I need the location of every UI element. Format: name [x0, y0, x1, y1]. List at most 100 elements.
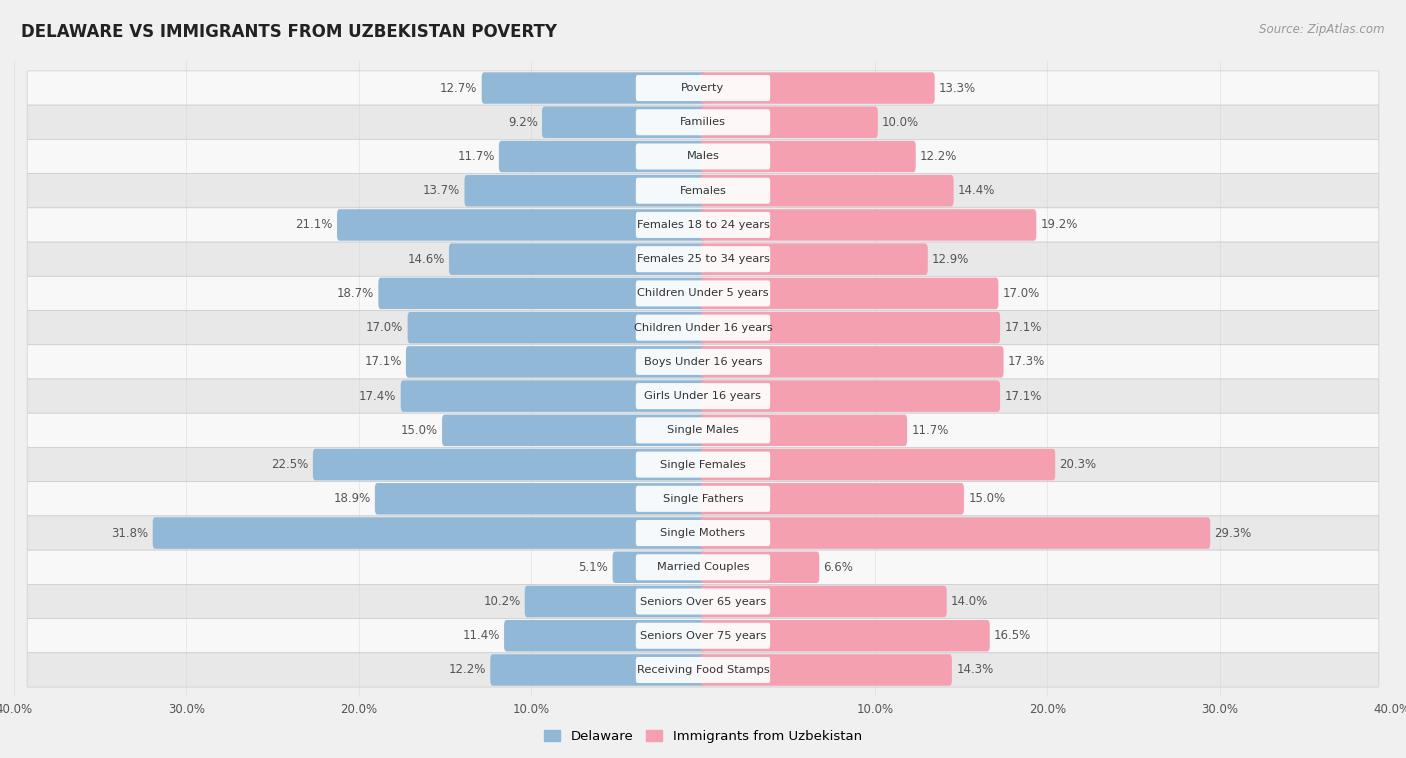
FancyBboxPatch shape [27, 242, 1379, 277]
FancyBboxPatch shape [636, 280, 770, 306]
FancyBboxPatch shape [636, 109, 770, 135]
FancyBboxPatch shape [700, 346, 1004, 377]
FancyBboxPatch shape [27, 550, 1379, 584]
FancyBboxPatch shape [700, 654, 952, 686]
Text: Females 25 to 34 years: Females 25 to 34 years [637, 254, 769, 265]
Text: Boys Under 16 years: Boys Under 16 years [644, 357, 762, 367]
FancyBboxPatch shape [636, 623, 770, 649]
FancyBboxPatch shape [636, 383, 770, 409]
FancyBboxPatch shape [541, 107, 706, 138]
Text: 5.1%: 5.1% [578, 561, 609, 574]
FancyBboxPatch shape [27, 71, 1379, 105]
Text: Single Mothers: Single Mothers [661, 528, 745, 538]
FancyBboxPatch shape [406, 346, 706, 377]
FancyBboxPatch shape [700, 449, 1056, 481]
FancyBboxPatch shape [636, 212, 770, 238]
Text: 11.7%: 11.7% [457, 150, 495, 163]
Text: 16.5%: 16.5% [994, 629, 1032, 642]
Text: 12.2%: 12.2% [920, 150, 957, 163]
FancyBboxPatch shape [27, 413, 1379, 447]
FancyBboxPatch shape [636, 657, 770, 683]
Text: Males: Males [686, 152, 720, 161]
FancyBboxPatch shape [636, 486, 770, 512]
FancyBboxPatch shape [314, 449, 706, 481]
FancyBboxPatch shape [700, 312, 1000, 343]
FancyBboxPatch shape [27, 105, 1379, 139]
Text: 17.4%: 17.4% [359, 390, 396, 402]
FancyBboxPatch shape [700, 586, 946, 617]
Text: 17.1%: 17.1% [1004, 321, 1042, 334]
FancyBboxPatch shape [636, 177, 770, 204]
FancyBboxPatch shape [27, 447, 1379, 481]
Text: Receiving Food Stamps: Receiving Food Stamps [637, 665, 769, 675]
FancyBboxPatch shape [613, 552, 706, 583]
Text: DELAWARE VS IMMIGRANTS FROM UZBEKISTAN POVERTY: DELAWARE VS IMMIGRANTS FROM UZBEKISTAN P… [21, 23, 557, 41]
FancyBboxPatch shape [449, 243, 706, 275]
FancyBboxPatch shape [27, 481, 1379, 516]
FancyBboxPatch shape [401, 381, 706, 412]
FancyBboxPatch shape [700, 517, 1211, 549]
FancyBboxPatch shape [27, 379, 1379, 413]
FancyBboxPatch shape [27, 277, 1379, 311]
FancyBboxPatch shape [27, 653, 1379, 687]
Text: Seniors Over 65 years: Seniors Over 65 years [640, 597, 766, 606]
FancyBboxPatch shape [636, 452, 770, 478]
FancyBboxPatch shape [700, 277, 998, 309]
FancyBboxPatch shape [700, 415, 907, 446]
Text: 18.9%: 18.9% [333, 492, 371, 506]
Text: Seniors Over 75 years: Seniors Over 75 years [640, 631, 766, 641]
Text: 14.3%: 14.3% [956, 663, 994, 676]
FancyBboxPatch shape [337, 209, 706, 241]
Text: 17.0%: 17.0% [1002, 287, 1040, 300]
FancyBboxPatch shape [700, 209, 1036, 241]
Text: 20.3%: 20.3% [1060, 458, 1097, 471]
Text: Females 18 to 24 years: Females 18 to 24 years [637, 220, 769, 230]
FancyBboxPatch shape [482, 72, 706, 104]
FancyBboxPatch shape [636, 554, 770, 581]
Text: Families: Families [681, 117, 725, 127]
FancyBboxPatch shape [636, 418, 770, 443]
FancyBboxPatch shape [636, 349, 770, 375]
Text: 13.7%: 13.7% [423, 184, 460, 197]
FancyBboxPatch shape [636, 315, 770, 340]
FancyBboxPatch shape [27, 619, 1379, 653]
Text: 13.3%: 13.3% [939, 82, 976, 95]
Text: Single Females: Single Females [661, 459, 745, 469]
FancyBboxPatch shape [153, 517, 706, 549]
FancyBboxPatch shape [464, 175, 706, 206]
FancyBboxPatch shape [27, 516, 1379, 550]
FancyBboxPatch shape [636, 588, 770, 615]
Text: 11.4%: 11.4% [463, 629, 499, 642]
FancyBboxPatch shape [700, 175, 953, 206]
FancyBboxPatch shape [491, 654, 706, 686]
FancyBboxPatch shape [27, 345, 1379, 379]
Text: 10.0%: 10.0% [882, 116, 920, 129]
Text: 11.7%: 11.7% [911, 424, 949, 437]
Text: 15.0%: 15.0% [401, 424, 437, 437]
Text: 17.1%: 17.1% [1004, 390, 1042, 402]
Text: 14.0%: 14.0% [950, 595, 988, 608]
Text: 29.3%: 29.3% [1215, 527, 1251, 540]
Text: 6.6%: 6.6% [824, 561, 853, 574]
Text: 18.7%: 18.7% [337, 287, 374, 300]
FancyBboxPatch shape [27, 584, 1379, 619]
Text: 15.0%: 15.0% [969, 492, 1005, 506]
Text: 17.1%: 17.1% [364, 356, 402, 368]
Text: 14.4%: 14.4% [957, 184, 995, 197]
FancyBboxPatch shape [27, 311, 1379, 345]
FancyBboxPatch shape [636, 143, 770, 170]
Text: 31.8%: 31.8% [111, 527, 149, 540]
FancyBboxPatch shape [524, 586, 706, 617]
Text: Married Couples: Married Couples [657, 562, 749, 572]
Text: Girls Under 16 years: Girls Under 16 years [644, 391, 762, 401]
Text: Single Males: Single Males [666, 425, 740, 435]
FancyBboxPatch shape [27, 208, 1379, 242]
FancyBboxPatch shape [700, 552, 820, 583]
Text: Single Fathers: Single Fathers [662, 493, 744, 504]
Text: Children Under 5 years: Children Under 5 years [637, 289, 769, 299]
FancyBboxPatch shape [700, 620, 990, 651]
Text: 12.7%: 12.7% [440, 82, 478, 95]
FancyBboxPatch shape [636, 246, 770, 272]
Text: 12.2%: 12.2% [449, 663, 486, 676]
FancyBboxPatch shape [375, 483, 706, 515]
